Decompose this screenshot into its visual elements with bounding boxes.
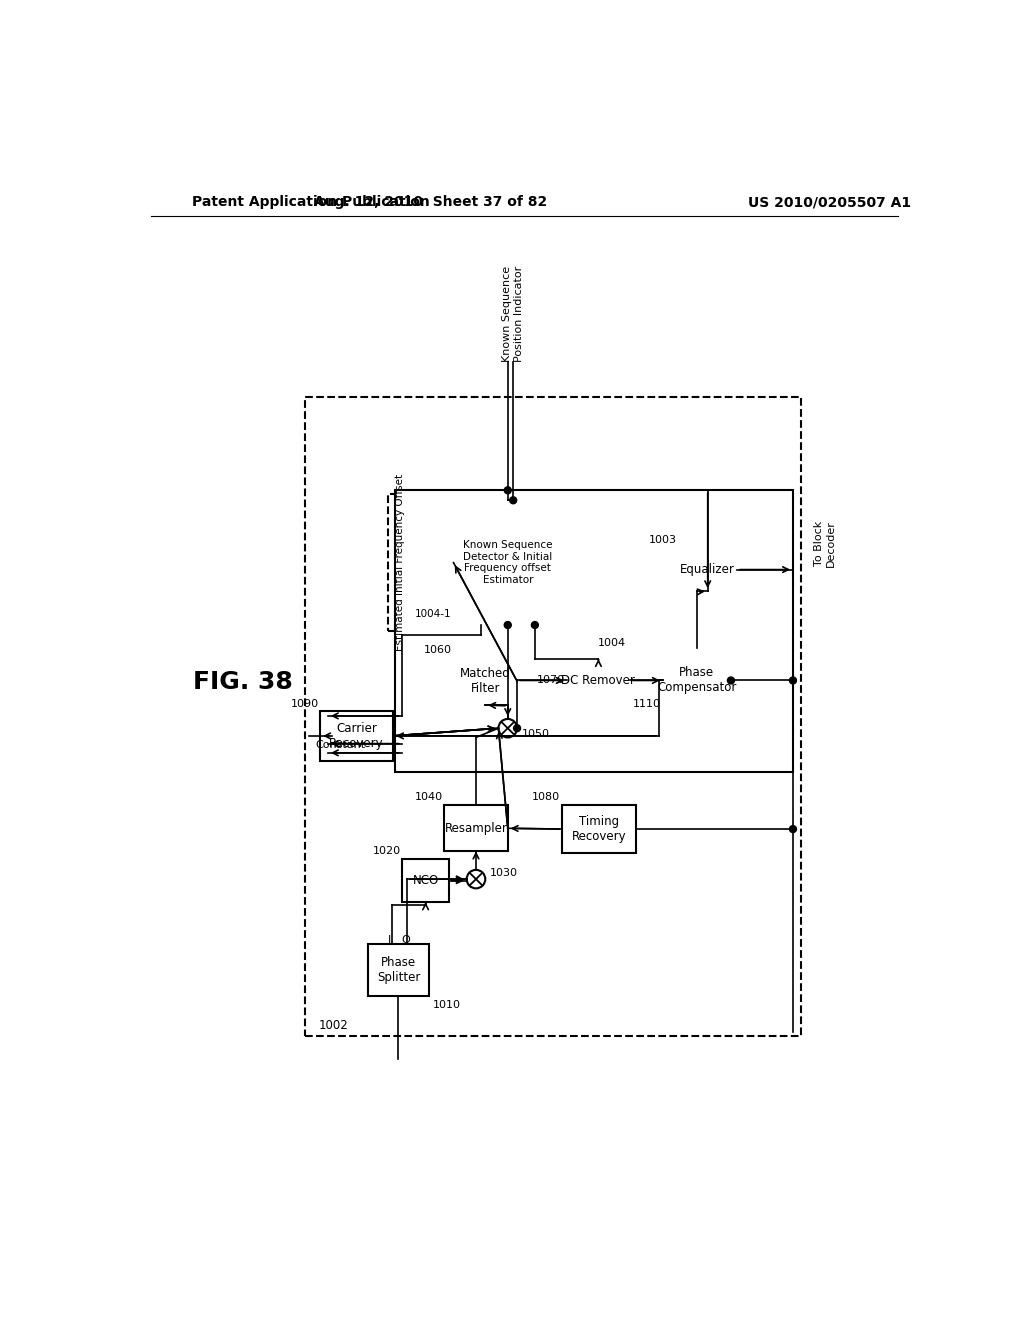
Bar (454, 500, 562, 626)
Circle shape (514, 725, 520, 731)
Bar (663, 648, 731, 713)
Text: 1060: 1060 (424, 644, 452, 655)
Bar (444, 805, 508, 851)
Text: Estimated Initial Frequency Offset: Estimated Initial Frequency Offset (395, 474, 406, 651)
Circle shape (790, 825, 797, 833)
Text: NCO: NCO (413, 874, 438, 887)
Text: 1004-1: 1004-1 (415, 610, 452, 619)
Text: 1080: 1080 (532, 792, 560, 803)
Text: Resampler: Resampler (444, 822, 508, 834)
Text: 1030: 1030 (489, 869, 518, 878)
Text: 1020: 1020 (373, 846, 400, 857)
Text: Matched
Filter: Matched Filter (460, 667, 511, 696)
Text: Constant: Constant (315, 741, 366, 750)
Text: 1004: 1004 (598, 639, 627, 648)
Bar (454, 657, 517, 705)
Circle shape (790, 677, 797, 684)
Text: Equalizer: Equalizer (680, 564, 735, 576)
Bar (321, 711, 393, 760)
Text: Known Sequence
Detector & Initial
Frequency offset
Estimator: Known Sequence Detector & Initial Freque… (463, 540, 553, 585)
Bar (369, 944, 429, 997)
Circle shape (504, 622, 511, 628)
Text: To Block
Decoder: To Block Decoder (814, 520, 836, 566)
Text: Known Sequence
Position Indicator: Known Sequence Position Indicator (503, 267, 524, 363)
Text: 1050: 1050 (521, 730, 550, 739)
Text: 1010: 1010 (432, 1001, 461, 1010)
Text: 1070: 1070 (537, 676, 565, 685)
Bar (566, 659, 630, 702)
Text: Aug. 12, 2010  Sheet 37 of 82: Aug. 12, 2010 Sheet 37 of 82 (313, 195, 547, 210)
Bar (678, 548, 737, 591)
Text: 1110: 1110 (633, 698, 662, 709)
Text: I: I (387, 935, 391, 945)
Bar (395, 490, 793, 772)
Text: 1003: 1003 (648, 536, 677, 545)
Bar (388, 494, 628, 631)
Bar (305, 397, 801, 1036)
Text: US 2010/0205507 A1: US 2010/0205507 A1 (748, 195, 911, 210)
Circle shape (510, 496, 517, 504)
Circle shape (531, 622, 539, 628)
Text: Phase
Compensator: Phase Compensator (657, 667, 736, 694)
Text: Patent Application Publication: Patent Application Publication (191, 195, 429, 210)
Text: 1002: 1002 (318, 1019, 348, 1032)
Text: DC Remover: DC Remover (561, 675, 635, 686)
Text: Carrier
Recovery: Carrier Recovery (330, 722, 384, 750)
Text: 1040: 1040 (415, 792, 442, 803)
Text: Phase
Splitter: Phase Splitter (377, 956, 420, 983)
Bar (402, 859, 449, 903)
Text: 1090: 1090 (291, 698, 318, 709)
Circle shape (727, 677, 734, 684)
Text: FIG. 38: FIG. 38 (193, 671, 293, 694)
Bar (562, 805, 636, 853)
Text: Timing
Recovery: Timing Recovery (571, 814, 627, 843)
Circle shape (504, 487, 511, 494)
Text: Q: Q (401, 935, 410, 945)
